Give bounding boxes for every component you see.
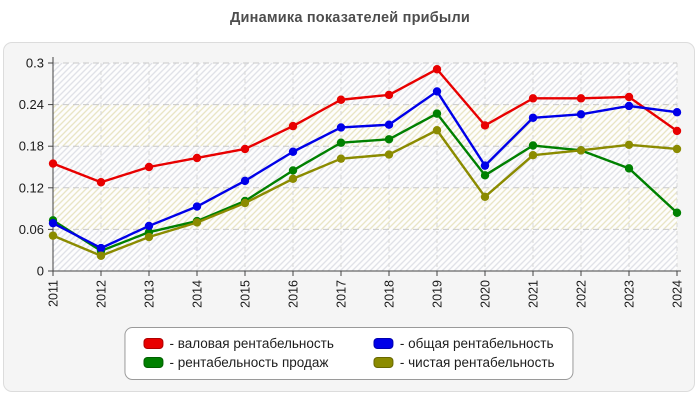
svg-text:2015: 2015 xyxy=(239,280,253,308)
svg-text:2014: 2014 xyxy=(191,280,205,308)
legend-label: - чистая рентабельность xyxy=(399,355,555,370)
svg-text:2011: 2011 xyxy=(47,280,61,307)
svg-text:0: 0 xyxy=(37,264,44,279)
svg-text:2017: 2017 xyxy=(335,280,349,308)
svg-text:0.18: 0.18 xyxy=(19,139,44,154)
svg-text:2021: 2021 xyxy=(527,280,541,308)
chart-panel: 0 0.06 0.12 0.18 0.24 0.3 2011 2012 2013 2014 2015… xyxy=(3,42,695,392)
legend-item: - чистая рентабельность xyxy=(373,355,555,370)
svg-text:2012: 2012 xyxy=(95,280,109,308)
legend-swatch-olive-icon xyxy=(373,357,394,368)
svg-text:2016: 2016 xyxy=(287,280,301,308)
legend-item: - рентабельность продаж xyxy=(143,355,333,370)
legend-swatch-blue-icon xyxy=(373,338,394,349)
legend-item: - валовая рентабельность xyxy=(143,336,334,351)
svg-text:2019: 2019 xyxy=(431,280,445,308)
legend-label: - валовая рентабельность xyxy=(169,336,334,351)
svg-text:2013: 2013 xyxy=(143,280,157,308)
svg-text:2020: 2020 xyxy=(479,280,493,308)
legend-label: - общая рентабельность xyxy=(399,336,554,351)
legend-swatch-green-icon xyxy=(143,357,164,368)
svg-text:0.06: 0.06 xyxy=(19,222,44,237)
svg-text:2024: 2024 xyxy=(671,280,685,308)
svg-text:0.3: 0.3 xyxy=(26,56,44,71)
legend-item: - общая рентабельность xyxy=(373,336,555,351)
page-title: Динамика показателей прибыли xyxy=(229,10,471,26)
svg-text:2022: 2022 xyxy=(575,280,589,308)
svg-text:2018: 2018 xyxy=(383,280,397,308)
svg-text:0.12: 0.12 xyxy=(19,180,44,195)
svg-text:2023: 2023 xyxy=(623,280,637,308)
legend-label: - рентабельность продаж xyxy=(169,355,329,370)
legend-swatch-red-icon xyxy=(143,338,164,349)
chart-canvas: 0 0.06 0.12 0.18 0.24 0.3 2011 2012 2013 2014 2015… xyxy=(19,56,685,308)
chart-legend: - валовая рентабельность - общая рентабе… xyxy=(124,327,574,380)
svg-text:0.24: 0.24 xyxy=(19,97,44,112)
